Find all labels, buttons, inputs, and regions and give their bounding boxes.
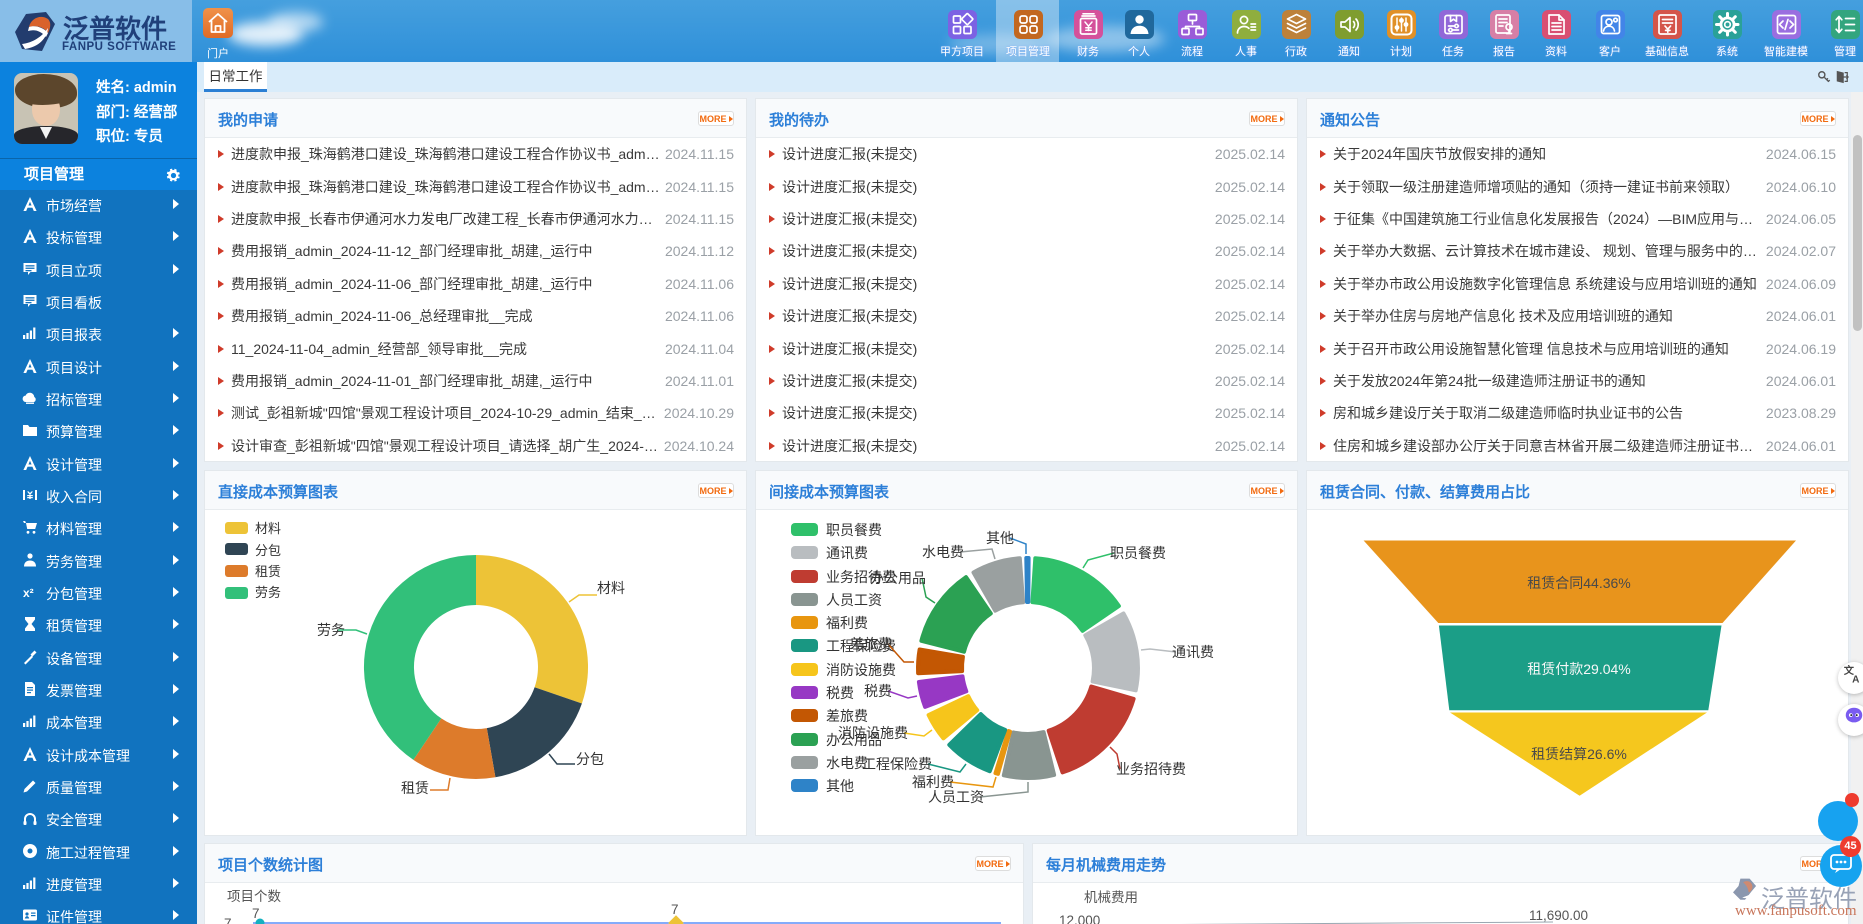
svg-text:材料: 材料: [597, 580, 625, 596]
svg-text:7: 7: [671, 902, 679, 917]
svg-text:福利费: 福利费: [912, 774, 954, 790]
svg-text:人员工资: 人员工资: [928, 789, 984, 805]
svg-text:业务招待费: 业务招待费: [1116, 761, 1186, 777]
svg-text:通讯费: 通讯费: [826, 545, 868, 561]
svg-text:工程保险费: 工程保险费: [862, 756, 932, 772]
svg-text:差旅费: 差旅费: [826, 708, 868, 724]
svg-text:分包: 分包: [255, 543, 281, 558]
svg-text:办公用品: 办公用品: [870, 570, 926, 586]
svg-text:7: 7: [224, 916, 232, 924]
svg-text:业务招待费: 业务招待费: [826, 569, 896, 585]
svg-text:11,690.00: 11,690.00: [1529, 908, 1588, 923]
svg-text:职员餐费: 职员餐费: [826, 522, 882, 538]
svg-text:租赁结算26.6%: 租赁结算26.6%: [1531, 746, 1627, 762]
svg-text:劳务: 劳务: [317, 622, 345, 638]
svg-text:消防设施费: 消防设施费: [838, 725, 908, 741]
svg-text:x²: x²: [23, 586, 34, 600]
svg-text:7: 7: [252, 906, 260, 921]
svg-text:租赁付款29.04%: 租赁付款29.04%: [1527, 661, 1630, 677]
svg-text:机械费用: 机械费用: [1084, 890, 1138, 905]
svg-text:人员工资: 人员工资: [826, 592, 882, 608]
svg-text:租赁: 租赁: [255, 564, 281, 579]
svg-text:水电费: 水电费: [922, 544, 964, 560]
svg-text:福利费: 福利费: [826, 615, 868, 631]
svg-text:差旅费: 差旅费: [850, 636, 892, 652]
svg-text:消防设施费: 消防设施费: [826, 662, 896, 678]
svg-text:职员餐费: 职员餐费: [1110, 545, 1166, 561]
svg-text:文: 文: [1844, 664, 1855, 677]
svg-text:12,000: 12,000: [1059, 913, 1100, 924]
svg-text:A: A: [1852, 674, 1860, 685]
svg-text:工程保险费: 工程保险费: [826, 638, 896, 654]
svg-text:其他: 其他: [826, 778, 854, 794]
svg-text:租赁合同44.36%: 租赁合同44.36%: [1527, 575, 1630, 591]
svg-text:税费: 税费: [864, 683, 892, 699]
svg-text:项目个数: 项目个数: [227, 889, 281, 904]
svg-text:办公用品: 办公用品: [826, 732, 882, 748]
svg-text:租赁: 租赁: [401, 780, 429, 796]
svg-text:劳务: 劳务: [255, 585, 281, 600]
svg-text:其他: 其他: [986, 530, 1014, 546]
svg-text:水电费: 水电费: [826, 755, 868, 771]
svg-text:税费: 税费: [826, 685, 854, 701]
svg-text:材料: 材料: [255, 521, 281, 536]
svg-text:分包: 分包: [576, 751, 604, 767]
svg-text:通讯费: 通讯费: [1172, 644, 1214, 660]
